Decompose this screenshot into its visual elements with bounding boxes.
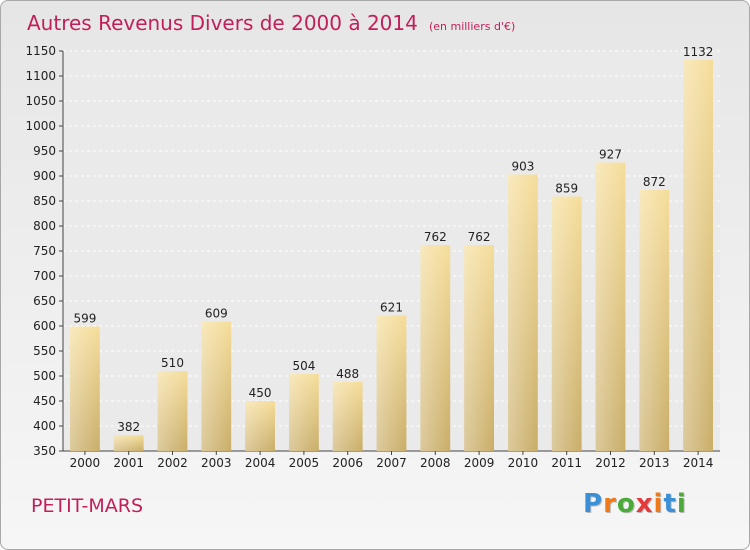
bar-highlight xyxy=(508,174,538,451)
x-tick-label: 2004 xyxy=(245,456,276,470)
chart-title: Autres Revenus Divers de 2000 à 2014 (en… xyxy=(27,11,515,35)
y-tick-label: 350 xyxy=(33,444,56,458)
x-tick-label: 2011 xyxy=(551,456,582,470)
logo-letter: o xyxy=(616,489,636,519)
x-tick-label: 2007 xyxy=(376,456,407,470)
bar-value-label: 510 xyxy=(161,356,184,370)
logo-letter: t xyxy=(663,489,677,519)
y-tick-label: 600 xyxy=(33,319,56,333)
y-tick-label: 750 xyxy=(33,244,56,258)
bar-highlight xyxy=(376,315,407,451)
bar-value-label: 927 xyxy=(599,148,622,162)
bar-value-label: 621 xyxy=(380,301,403,315)
bar-value-label: 609 xyxy=(205,307,228,321)
y-tick-label: 950 xyxy=(33,144,56,158)
bar-value-label: 488 xyxy=(336,367,359,381)
bar-value-label: 762 xyxy=(424,230,447,244)
y-tick-label: 800 xyxy=(33,219,56,233)
bar-value-label: 504 xyxy=(292,359,315,373)
x-tick-label: 2010 xyxy=(508,456,539,470)
x-tick-label: 2012 xyxy=(595,456,626,470)
bar-value-label: 450 xyxy=(249,386,272,400)
bar-highlight xyxy=(639,190,670,451)
bar-highlight xyxy=(683,60,713,451)
y-tick-label: 1100 xyxy=(25,69,56,83)
y-tick-label: 500 xyxy=(33,369,56,383)
x-tick-label: 2005 xyxy=(289,456,320,470)
y-tick-label: 1050 xyxy=(25,94,56,108)
x-tick-label: 2006 xyxy=(332,456,363,470)
bar-value-label: 762 xyxy=(468,230,491,244)
x-tick-label: 2014 xyxy=(683,456,714,470)
y-tick-label: 650 xyxy=(33,294,56,308)
bar-highlight xyxy=(157,371,188,451)
logo-letter: i xyxy=(676,489,687,519)
x-tick-label: 2000 xyxy=(70,456,101,470)
bar-highlight xyxy=(70,326,100,451)
logo-letter: i xyxy=(653,489,664,519)
y-tick-label: 400 xyxy=(33,419,56,433)
logo-letter: P xyxy=(583,489,604,519)
bar-highlight xyxy=(245,401,275,451)
bar-highlight xyxy=(420,245,451,451)
bar-highlight xyxy=(464,245,494,451)
bar-highlight xyxy=(595,162,626,451)
bar-value-label: 872 xyxy=(643,175,666,189)
y-tick-label: 1000 xyxy=(25,119,56,133)
y-tick-label: 900 xyxy=(33,169,56,183)
bar-highlight xyxy=(113,435,144,451)
commune-name: PETIT-MARS xyxy=(31,495,144,517)
x-tick-label: 2013 xyxy=(639,456,670,470)
logo-letter: r xyxy=(603,489,617,519)
bar-value-label: 382 xyxy=(117,420,140,434)
bar-highlight xyxy=(332,382,363,451)
x-tick-label: 2003 xyxy=(201,456,232,470)
x-tick-label: 2002 xyxy=(157,456,188,470)
chart-title-unit: (en milliers d'€) xyxy=(428,20,516,33)
bar-highlight xyxy=(201,321,232,451)
bar-highlight xyxy=(289,374,319,451)
x-tick-label: 2009 xyxy=(464,456,495,470)
bar-value-label: 859 xyxy=(555,182,578,196)
y-tick-label: 450 xyxy=(33,394,56,408)
y-tick-label: 1150 xyxy=(25,44,56,58)
y-tick-label: 700 xyxy=(33,269,56,283)
y-tick-label: 850 xyxy=(33,194,56,208)
logo-letter: x xyxy=(635,489,654,519)
bar-value-label: 903 xyxy=(511,160,534,174)
bar-value-label: 1132 xyxy=(683,45,714,59)
proxiti-logo: Proxiti xyxy=(583,489,687,519)
y-tick-label: 550 xyxy=(33,344,56,358)
x-tick-label: 2001 xyxy=(113,456,144,470)
x-tick-label: 2008 xyxy=(420,456,451,470)
bar-highlight xyxy=(551,196,582,451)
bar-value-label: 599 xyxy=(73,312,96,326)
chart-title-main: Autres Revenus Divers de 2000 à 2014 xyxy=(27,11,418,35)
